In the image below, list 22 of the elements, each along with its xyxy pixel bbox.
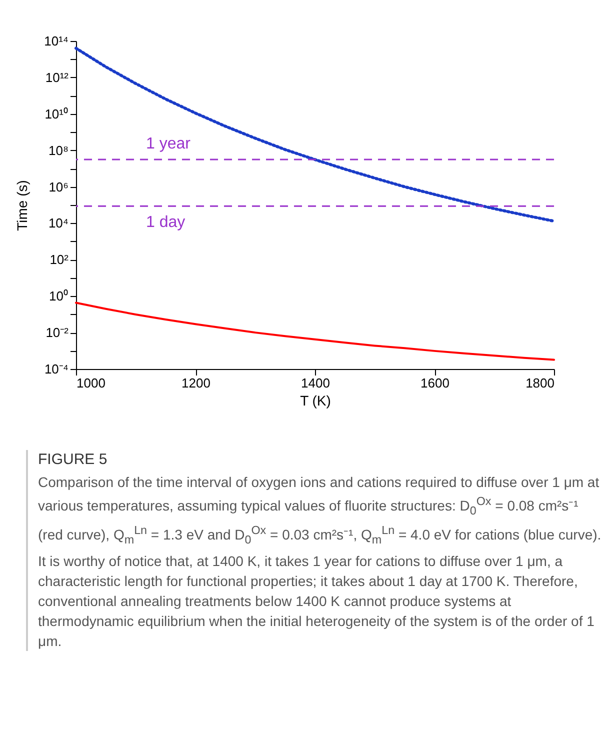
caption: FIGURE 5	[38, 450, 108, 470]
x-axis-title: T (K)	[300, 392, 331, 408]
x-tick-label: 1400	[301, 376, 330, 390]
y-tick-label: 10⁸	[48, 142, 68, 158]
y-axis-title: Time (s)	[14, 180, 30, 231]
line-series	[75, 302, 555, 361]
y-tick-label: 10⁶	[48, 179, 68, 194]
y-tick-label: 10⁻²	[46, 325, 70, 340]
x-tick-label: 1000	[76, 376, 106, 390]
y-tick-label: 10¹⁰	[44, 106, 68, 122]
ref-line-label: 1 year	[146, 135, 192, 152]
text: Comparison of the time interval of oxygen ions and cations required to diffuse over 1 μm at various temperatures, assuming typical values of fluorite structures: D$_{0}$$^{Ox}$ = 0.08 cm²s⁻¹ (red curve), Q$_{m}$$^{Ln}$ = 1.3 eV and D$_{0}$$^{Ox}$ = 0.03 cm²s⁻¹, Q$_{m}$$^{Ln}$ = 4.0 eV for cations (blue curve). It is worthy of notice that, at 1400 K, it takes 1 year for cations to diffuse over 1 μm, a characteristic length for functional properties; it takes about 1 day at 1700 K. Therefore, conventional annealing treatments below 1400 K cannot produce systems at thermodynamic equilibrium when the initial heterogeneity of the system is of the order of 1 μm.	[38, 474, 602, 649]
x-tick-label: 1200	[182, 376, 210, 390]
y-tick-label: 10²	[50, 252, 70, 268]
ref-line-label: 1 day	[146, 214, 186, 232]
x-tick-label: 1600	[420, 376, 450, 390]
y-tick-label: 10⁰	[49, 288, 68, 304]
y-tick-label: 10¹⁴	[44, 34, 68, 48]
y-tick-label: 10¹²	[45, 70, 70, 85]
x-tick-label: 1800	[526, 376, 554, 390]
y-tick-label: 10⁻⁴	[44, 362, 68, 376]
y-tick-label: 10⁴	[48, 216, 68, 231]
